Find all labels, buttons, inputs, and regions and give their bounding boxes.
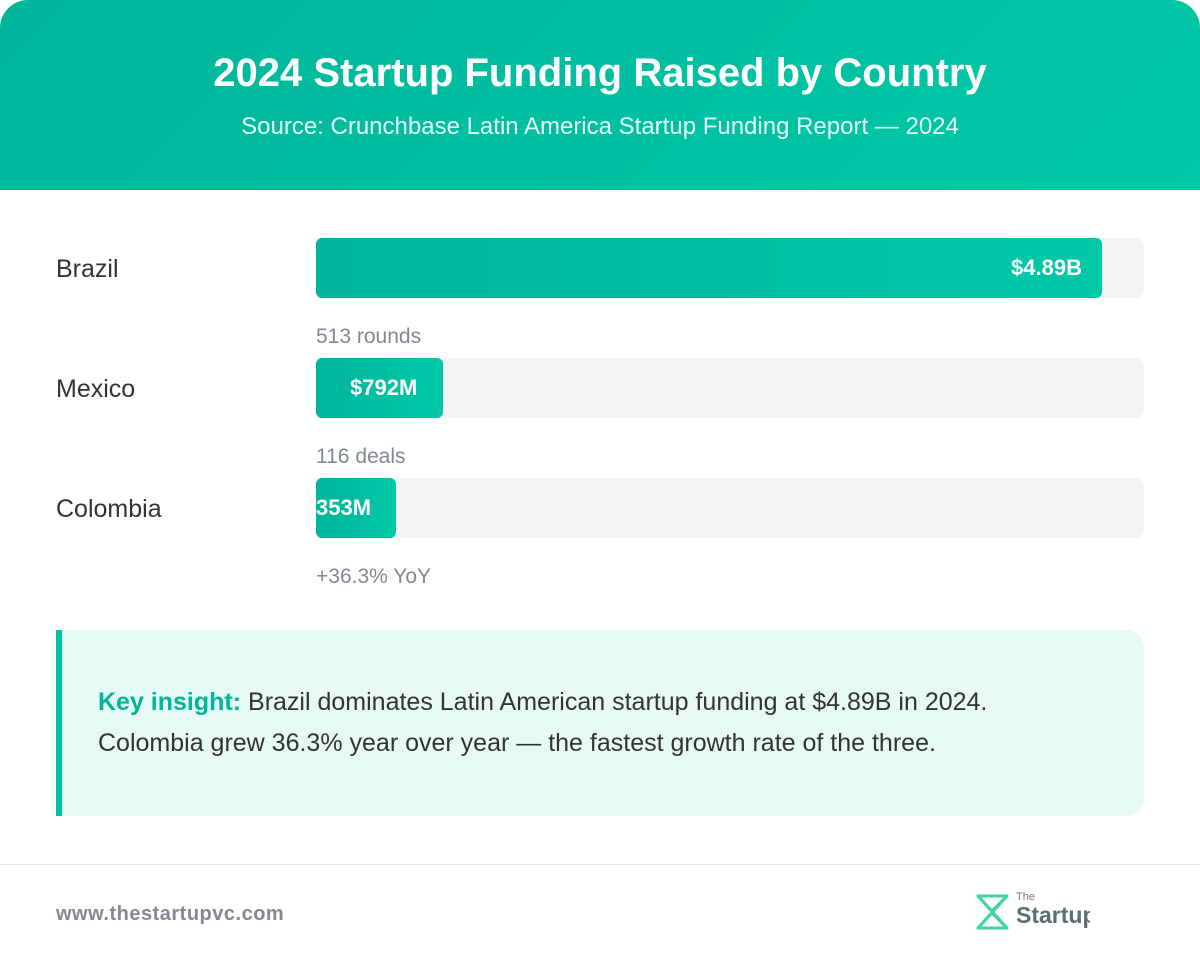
- footer-divider: [0, 864, 1200, 865]
- note-colombia: 116 deals: [316, 445, 406, 468]
- category-label-brazil: Brazil: [56, 255, 119, 283]
- value-label-colombia: 353M: [316, 495, 372, 520]
- value-label-mexico: $792M: [350, 375, 418, 400]
- value-label-brazil: $4.89B: [1011, 255, 1082, 280]
- brand-logo-icon: [976, 894, 1009, 930]
- insight-text: Key insight: Brazil dominates Latin Amer…: [98, 682, 1098, 764]
- bar-mexico: [316, 358, 443, 418]
- logo-small-text: The: [1016, 891, 1035, 903]
- category-label-colombia: Colombia: [56, 495, 162, 523]
- brand-logo: The Startup: [975, 890, 1090, 934]
- bar-track-brazil: $4.89B: [316, 238, 1144, 298]
- key-insight-box: Key insight: Brazil dominates Latin Amer…: [56, 630, 1144, 816]
- bar-brazil: [316, 238, 1102, 298]
- header-banner: 2024 Startup Funding Raised by Country S…: [0, 0, 1200, 190]
- footnote-yoy: +36.3% YoY: [316, 565, 432, 588]
- bar-colombia: [316, 478, 396, 538]
- insight-body: Brazil dominates Latin American startup …: [98, 688, 988, 757]
- footer-url: www.thestartupvc.com: [56, 903, 285, 925]
- insight-label: Key insight:: [98, 688, 242, 716]
- category-label-mexico: Mexico: [56, 375, 136, 403]
- note-mexico: 513 rounds: [316, 325, 422, 348]
- chart-subtitle: Source: Crunchbase Latin America Startup…: [241, 113, 959, 140]
- bar-track-mexico: $792M: [316, 358, 1144, 418]
- logo-wordmark: Startup: [1016, 902, 1090, 928]
- bar-track-colombia: 353M: [316, 478, 1144, 538]
- chart-title: 2024 Startup Funding Raised by Country: [213, 51, 987, 95]
